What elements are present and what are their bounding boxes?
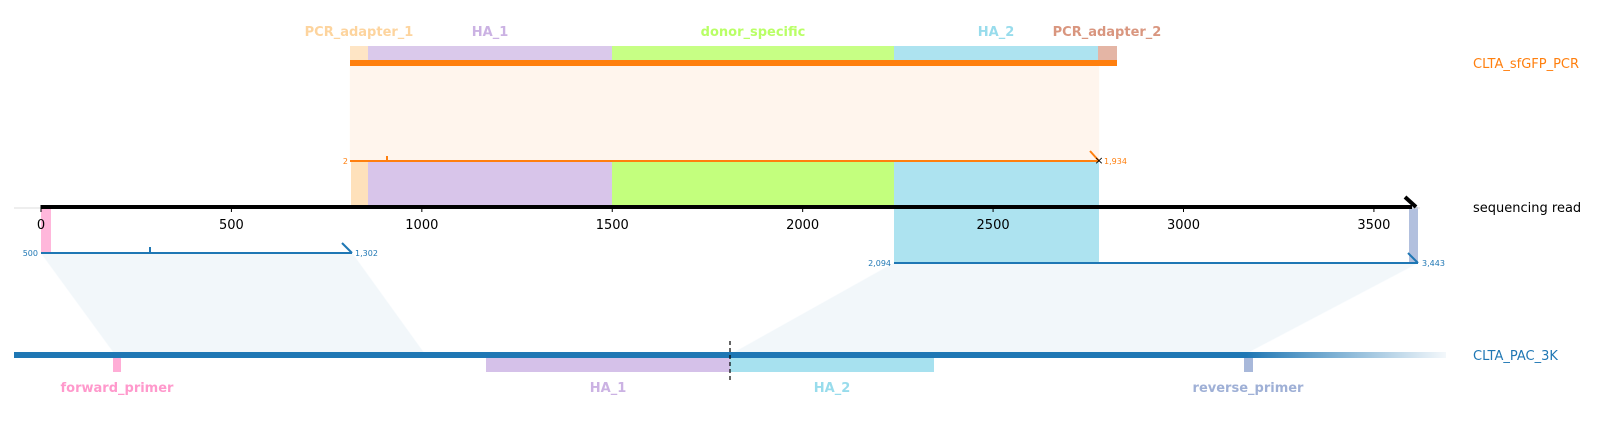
genome-feature-ha1-bar bbox=[486, 358, 730, 372]
pcr-alignment-end-label: 1,934 bbox=[1104, 157, 1127, 166]
genome-right-end-label: 3,443 bbox=[1422, 259, 1445, 268]
track-name-read: sequencing read bbox=[1473, 201, 1581, 216]
genome-left-start-label: 500 bbox=[23, 249, 38, 258]
pcr-alignment-end-hook bbox=[1089, 150, 1100, 162]
genome-feature-ha2-bar bbox=[730, 358, 934, 372]
axis-tick-label: 2500 bbox=[977, 218, 1010, 233]
axis-tick-label: 2000 bbox=[786, 218, 819, 233]
read-feature-adapter-1-fill bbox=[351, 161, 368, 207]
read-feature-primer-left bbox=[41, 207, 51, 253]
pcr-feature-adapter-1-bar bbox=[350, 46, 368, 60]
pcr-alignment-region bbox=[350, 66, 1099, 161]
pcr-alignment-end-x: × bbox=[1094, 154, 1103, 167]
pcr-feature-adapter-2-bar bbox=[1098, 46, 1117, 60]
pcr-alignment-start-label: 2 bbox=[343, 157, 348, 166]
genome-left-alignment-hook bbox=[341, 242, 353, 254]
genome-feature-forward-primer-bar bbox=[113, 358, 121, 372]
pcr-feature-label-ha2: HA_2 bbox=[978, 25, 1015, 40]
genome-right-start-label: 2,094 bbox=[868, 259, 891, 268]
read-arrowhead bbox=[1403, 195, 1418, 209]
pcr-track-line bbox=[350, 60, 1117, 66]
read-feature-ha2-fill bbox=[894, 161, 1099, 263]
genome-feature-label-forward-primer: forward_primer bbox=[61, 381, 175, 396]
genome-feature-reverse-primer-bar bbox=[1244, 358, 1253, 372]
axis-tick-label: 1000 bbox=[405, 218, 438, 233]
genome-feature-label-ha1: HA_1 bbox=[590, 381, 627, 396]
genome-right-alignment-region bbox=[733, 263, 1418, 353]
pcr-feature-donor-bar bbox=[612, 46, 894, 60]
axis-tick-label: 3000 bbox=[1167, 218, 1200, 233]
genome-track-fade bbox=[1246, 352, 1446, 358]
pcr-feature-ha1-bar bbox=[368, 46, 612, 60]
genome-right-alignment-hook bbox=[1407, 252, 1419, 264]
genome-left-alignment-region bbox=[41, 253, 424, 353]
axis-tick-label: 500 bbox=[219, 218, 244, 233]
pcr-feature-label-adapter-1: PCR_adapter_1 bbox=[305, 25, 414, 40]
genome-track-line bbox=[14, 352, 1246, 358]
genome-left-end-label: 1,302 bbox=[355, 249, 378, 258]
pcr-feature-ha2-bar bbox=[894, 46, 1098, 60]
pcr-feature-label-adapter-2: PCR_adapter_2 bbox=[1053, 25, 1162, 40]
read-feature-primer-right bbox=[1409, 207, 1418, 263]
axis-tick-label: 0 bbox=[37, 218, 45, 233]
track-name-genome: CLTA_PAC_3K bbox=[1473, 349, 1558, 364]
axis-tick-label: 1500 bbox=[596, 218, 629, 233]
read-feature-ha1-fill bbox=[368, 161, 612, 207]
axis-tick-label: 3500 bbox=[1357, 218, 1390, 233]
pcr-feature-label-ha1: HA_1 bbox=[472, 25, 509, 40]
read-axis-ticks: 0 500 1000 1500 2000 2500 3000 3500 bbox=[37, 205, 1390, 233]
read-feature-donor-fill bbox=[612, 161, 894, 207]
genome-feature-label-ha2: HA_2 bbox=[814, 381, 851, 396]
pcr-feature-label-donor: donor_specific bbox=[701, 25, 806, 40]
genome-feature-label-reverse-primer: reverse_primer bbox=[1193, 381, 1305, 396]
track-name-pcr: CLTA_sfGFP_PCR bbox=[1473, 57, 1579, 72]
